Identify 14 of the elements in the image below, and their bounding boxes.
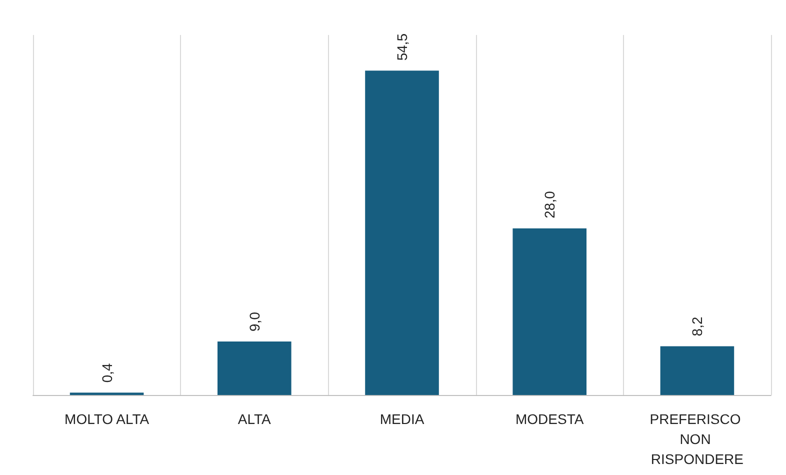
bar xyxy=(512,228,586,395)
x-tick-label: MODESTA xyxy=(516,411,584,427)
x-tick-label: ALTA xyxy=(238,411,272,427)
data-label: 0,4 xyxy=(98,362,115,383)
data-label: 8,2 xyxy=(689,316,706,336)
data-label: 54,5 xyxy=(394,33,410,61)
x-tick-label: MOLTO ALTA xyxy=(64,411,150,427)
bar xyxy=(218,341,292,395)
data-label: 28,0 xyxy=(542,190,558,218)
x-tick-label: MEDIA xyxy=(380,411,425,427)
x-tick-label: PREFERISCO NON RISPONDERE xyxy=(650,411,745,467)
bar xyxy=(365,70,439,395)
bar xyxy=(660,346,734,395)
data-label: 9,0 xyxy=(246,312,262,332)
